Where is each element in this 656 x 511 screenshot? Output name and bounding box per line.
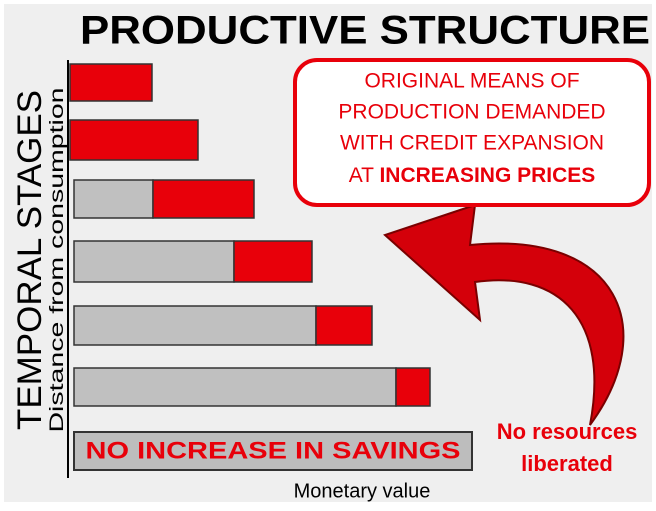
- stage-bar-base: [73, 305, 317, 346]
- stage-bar: [152, 179, 255, 219]
- callout-emphasis: INCREASING PRICES: [379, 164, 595, 187]
- stage-bar: [69, 119, 199, 161]
- stage-bar-base: [73, 367, 397, 407]
- savings-box: [73, 431, 473, 471]
- arrow: [383, 203, 625, 426]
- stages: [69, 63, 431, 407]
- callout-line: ORIGINAL MEANS OF: [364, 70, 579, 93]
- stage-bar: [315, 305, 373, 346]
- stage-bar: [69, 63, 153, 102]
- callout-line: AT INCREASING PRICES: [349, 164, 596, 187]
- callout-line: PRODUCTION DEMANDED: [338, 101, 605, 124]
- stage-bar-base: [73, 179, 154, 219]
- x-axis-title: Monetary value: [294, 480, 431, 502]
- callout-line: WITH CREDIT EXPANSION: [340, 132, 604, 155]
- callout-box: [293, 58, 651, 207]
- stage-bar: [395, 367, 431, 407]
- stage-bar: [233, 240, 313, 283]
- side-note: liberated: [521, 451, 613, 476]
- savings-label: NO INCREASE IN SAVINGS: [86, 437, 461, 464]
- callout-prefix: AT: [349, 164, 374, 187]
- side-note: No resources: [497, 419, 638, 444]
- title: PRODUCTIVE STRUCTURE: [80, 9, 650, 53]
- stage-bar-base: [73, 240, 235, 283]
- y-axis-title: TEMPORAL STAGES: [11, 90, 49, 430]
- y-axis-subtitle: Distance from consumption: [47, 88, 68, 433]
